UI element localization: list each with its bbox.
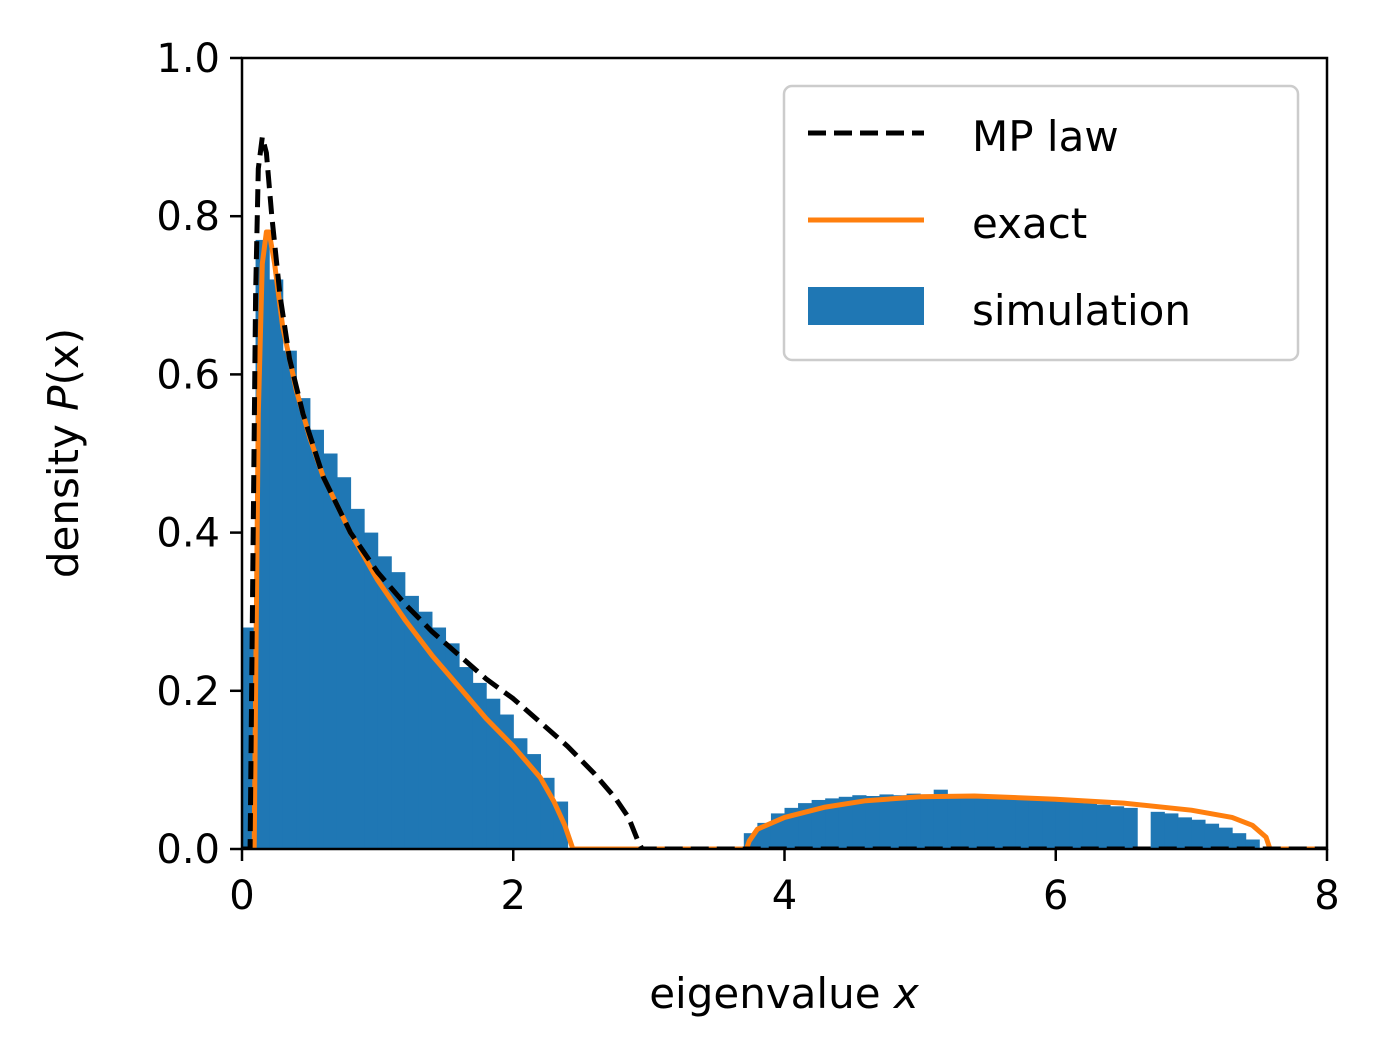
histogram-bar	[336, 477, 352, 849]
histogram-bar	[1191, 819, 1206, 849]
histogram-bar	[269, 279, 284, 849]
histogram-bar	[323, 453, 338, 849]
histogram-bar	[893, 795, 908, 849]
histogram-bar	[1177, 817, 1192, 849]
x-axis-label: eigenvalue x	[649, 969, 920, 1018]
histogram-bar	[418, 611, 433, 849]
legend-mp-label: MP law	[972, 112, 1119, 161]
histogram-bar	[472, 682, 487, 849]
histogram-bar	[865, 796, 881, 849]
histogram-bar	[1069, 802, 1084, 849]
histogram-bar	[1150, 811, 1165, 849]
x-tick-label: 6	[1043, 873, 1068, 919]
legend-exact-label: exact	[972, 199, 1087, 248]
y-tick-label: 0.0	[156, 827, 220, 873]
x-tick-label: 8	[1314, 873, 1339, 919]
histogram-bar	[404, 595, 419, 849]
histogram-bar	[445, 643, 460, 849]
histogram-bar	[960, 796, 975, 849]
histogram-bar	[1123, 807, 1138, 849]
histogram-bar	[499, 714, 514, 849]
y-tick-label: 0.2	[156, 669, 220, 715]
histogram-bar	[1055, 801, 1070, 849]
histogram-bar	[947, 795, 962, 849]
histogram-bar	[1082, 803, 1098, 849]
legend-simulation-label: simulation	[972, 286, 1191, 335]
histogram-bar	[296, 398, 311, 849]
histogram-bar	[825, 798, 840, 849]
y-tick-label: 0.4	[156, 511, 220, 557]
histogram-bar	[1028, 799, 1043, 849]
histogram-bar	[974, 796, 989, 849]
y-tick-label: 0.8	[156, 194, 220, 240]
x-tick-label: 4	[772, 873, 797, 919]
histogram-bar	[1218, 827, 1233, 849]
x-tick-label: 0	[229, 873, 254, 919]
histogram-bar	[377, 556, 392, 849]
histogram-bar	[459, 667, 474, 849]
histogram-bar	[1015, 798, 1030, 849]
legend: MP law exact simulation	[782, 84, 1300, 362]
histogram-bar	[1204, 823, 1220, 849]
histogram-bar	[309, 429, 324, 849]
x-axis: 0 2 4 6 8	[229, 849, 1340, 919]
histogram-bar	[933, 789, 948, 849]
histogram-bar	[1245, 839, 1260, 849]
histogram-bar	[879, 794, 894, 849]
y-tick-label: 0.6	[156, 352, 220, 398]
histogram-bar	[987, 796, 1003, 849]
y-axis-label: density P(x)	[39, 328, 88, 578]
histogram-bar	[1110, 806, 1125, 849]
histogram-bar	[920, 794, 935, 849]
histogram-bar	[1164, 813, 1179, 849]
y-axis: 0.0 0.2 0.4 0.6 0.8 1.0	[156, 36, 242, 873]
histogram-bar	[838, 796, 853, 849]
legend-simulation-swatch	[808, 287, 924, 325]
histogram-bar	[391, 572, 406, 849]
histogram-bar	[852, 795, 867, 849]
x-tick-label: 2	[501, 873, 526, 919]
curve-layer	[242, 134, 1327, 849]
histogram-bar	[350, 508, 365, 849]
y-tick-label: 1.0	[156, 36, 220, 82]
histogram-bar	[364, 532, 379, 849]
histogram-bar	[282, 350, 297, 849]
histogram-bar	[811, 799, 826, 849]
histogram-bar	[1001, 797, 1016, 849]
histogram-bar	[906, 793, 921, 849]
histogram-bar	[513, 738, 528, 849]
histogram-bar	[1042, 799, 1057, 849]
histogram-bar	[486, 698, 501, 849]
histogram-bar	[431, 627, 447, 849]
histogram-bar	[1232, 833, 1247, 849]
mp-law-line	[242, 134, 1327, 849]
histogram-bar	[1096, 804, 1111, 849]
